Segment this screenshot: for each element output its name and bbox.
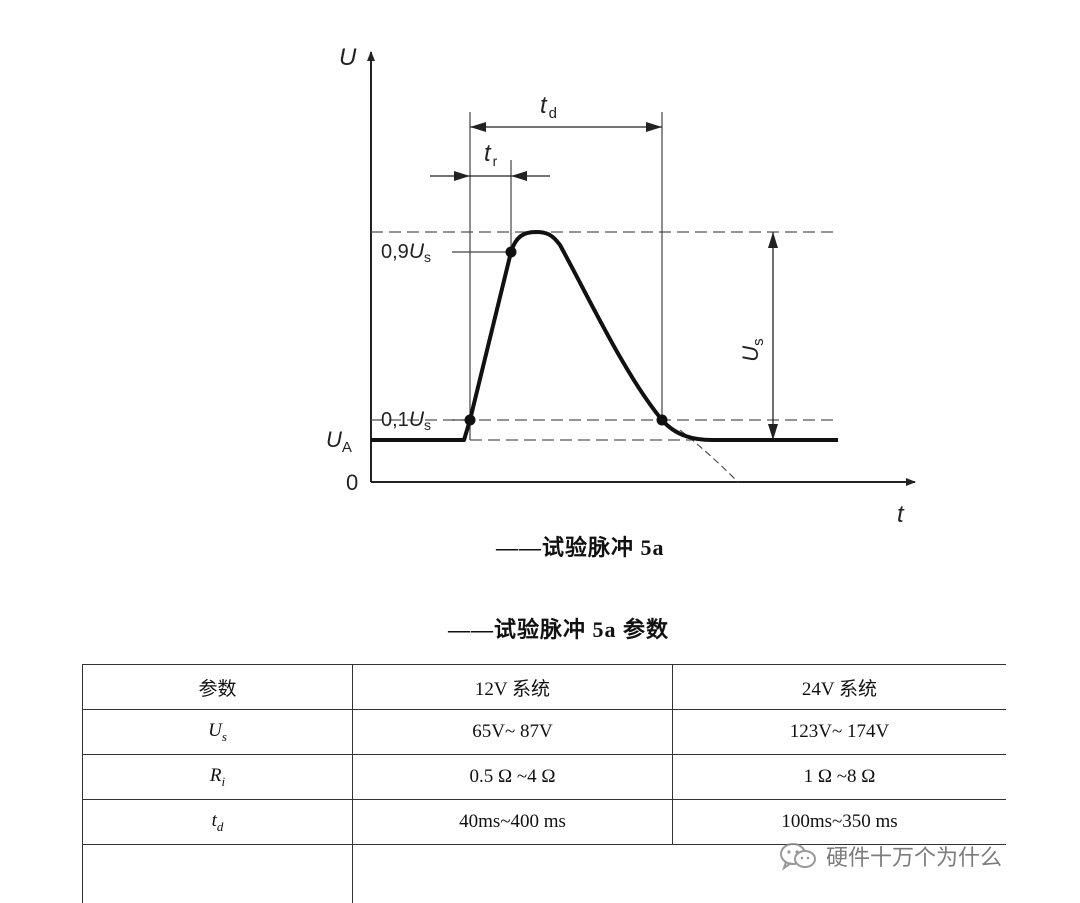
watermark: 硬件十万个为什么: [778, 840, 1002, 872]
table-row: td 40ms~400 ms 100ms~350 ms: [82, 799, 1006, 845]
table-row-partial: [82, 844, 1006, 903]
parameter-table: 参数 12V 系统 24V 系统 Us 65V~ 87V 123V~ 174V …: [82, 664, 1006, 903]
table-caption: ——试验脉冲 5a 参数: [448, 617, 670, 642]
value-24v: 100ms~350 ms: [672, 799, 1006, 845]
value-24v: 123V~ 174V: [672, 709, 1006, 755]
table-row: Us 65V~ 87V 123V~ 174V: [82, 709, 1006, 755]
tr-arrow-left: [454, 171, 470, 181]
param-cell: td: [82, 799, 353, 845]
wechat-icon: [780, 843, 816, 871]
td-arrow-right: [646, 122, 662, 132]
point-09-rise: [505, 246, 517, 258]
value-12v: 0.5 Ω ~4 Ω: [352, 754, 673, 800]
y-axis-label: U: [339, 44, 357, 71]
header-param: 参数: [82, 664, 353, 710]
value-12v: 40ms~400 ms: [352, 799, 673, 845]
header-12v: 12V 系统: [352, 664, 673, 710]
origin-label: 0: [346, 470, 358, 495]
pulse-tail-dashed: [679, 429, 739, 483]
param-cell-cut: [82, 844, 353, 903]
td-arrow-left: [470, 122, 486, 132]
table-row: Ri 0.5 Ω ~4 Ω 1 Ω ~8 Ω: [82, 754, 1006, 800]
us-arrow-bottom: [768, 424, 778, 440]
pulse-waveform: [371, 230, 838, 442]
value-cell-cut: [352, 844, 1006, 903]
tr-arrow-right: [511, 171, 527, 181]
figure-caption: ——试验脉冲 5a: [496, 535, 665, 560]
point-01-rise: [464, 414, 476, 426]
value-24v: 1 Ω ~8 Ω: [672, 754, 1006, 800]
us-span-label: Us: [738, 338, 767, 361]
level-01-label: 0,1Us: [381, 408, 431, 433]
param-cell: Us: [82, 709, 353, 755]
point-01-fall: [656, 414, 668, 426]
x-axis-label: t: [897, 501, 905, 528]
param-cell: Ri: [82, 754, 353, 800]
us-arrow-top: [768, 232, 778, 248]
watermark-text: 硬件十万个为什么: [826, 846, 1003, 871]
level-09-label: 0,9Us: [381, 240, 431, 265]
header-24v: 24V 系统: [672, 664, 1006, 710]
parameter-table-wrapper: 参数 12V 系统 24V 系统 Us 65V~ 87V 123V~ 174V …: [82, 664, 1006, 903]
table-header-row: 参数 12V 系统 24V 系统: [82, 664, 1006, 710]
value-12v: 65V~ 87V: [352, 709, 673, 755]
ua-label: UA: [326, 427, 352, 456]
